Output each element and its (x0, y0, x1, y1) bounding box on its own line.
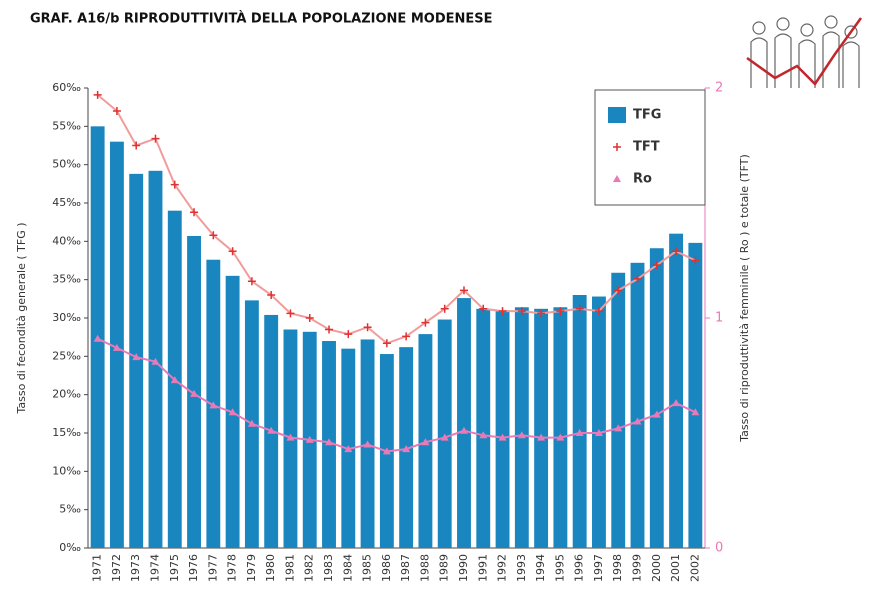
bar (129, 174, 143, 548)
x-tick-label: 1975 (168, 554, 181, 582)
x-tick-label: 1986 (380, 554, 393, 582)
y2-tick-label: 1 (715, 311, 723, 326)
bar (631, 263, 645, 548)
x-tick-label: 1999 (631, 554, 644, 582)
bar (669, 234, 683, 548)
x-tick-label: 2002 (688, 554, 701, 582)
x-tick-label: 1985 (361, 554, 374, 582)
x-tick-label: 1998 (611, 554, 624, 582)
x-tick-label: 1976 (187, 554, 200, 582)
legend-label: Ro (633, 172, 652, 187)
y2-tick-label: 2 (715, 81, 723, 96)
x-tick-label: 1990 (457, 554, 470, 582)
x-tick-label: 1971 (91, 554, 104, 582)
legend-swatch (608, 107, 626, 123)
bar (534, 309, 548, 548)
y-tick-label: 55‰ (52, 119, 81, 132)
bar (515, 307, 529, 548)
x-tick-label: 1987 (399, 554, 412, 582)
y-tick-label: 25‰ (52, 349, 81, 362)
x-tick-label: 1972 (110, 554, 123, 582)
y-tick-label: 10‰ (52, 464, 81, 477)
legend-label: TFG (633, 108, 661, 123)
x-tick-label: 1988 (418, 554, 431, 582)
y-tick-label: 45‰ (52, 196, 81, 209)
x-tick-label: 1989 (438, 554, 451, 582)
x-tick-label: 1974 (148, 554, 161, 582)
x-tick-label: 1973 (129, 554, 142, 582)
y-tick-label: 5‰ (59, 503, 81, 516)
y-tick-label: 40‰ (52, 234, 81, 247)
y-tick-label: 60‰ (52, 81, 81, 94)
x-tick-label: 1977 (206, 554, 219, 582)
logo-icon (745, 8, 863, 96)
y-tick-label: 50‰ (52, 158, 81, 171)
x-tick-label: 1997 (592, 554, 605, 582)
y-tick-label: 30‰ (52, 311, 81, 324)
y-axis-title: Tasso di fecondità generale ( TFG ) (15, 222, 28, 414)
x-tick-label: 2001 (669, 554, 682, 582)
y-tick-label: 15‰ (52, 426, 81, 439)
x-tick-label: 1982 (303, 554, 316, 582)
point (132, 142, 140, 150)
point (151, 135, 159, 143)
bar (553, 307, 567, 548)
x-tick-label: 1996 (573, 554, 586, 582)
bar (476, 309, 490, 548)
x-tick-label: 1978 (226, 554, 239, 582)
x-tick-label: 1994 (534, 554, 547, 582)
x-tick-label: 1980 (264, 554, 277, 582)
x-tick-label: 1991 (476, 554, 489, 582)
bar (688, 243, 702, 548)
chart: GRAF. A16/b RIPRODUTTIVITÀ DELLA POPOLAZ… (0, 0, 873, 597)
bar (592, 297, 606, 548)
x-tick-label: 1984 (341, 554, 354, 582)
x-tick-label: 1995 (553, 554, 566, 582)
y2-tick-label: 0 (715, 541, 723, 556)
x-tick-label: 1981 (283, 554, 296, 582)
bar (573, 295, 587, 548)
x-tick-label: 2000 (650, 554, 663, 582)
y2-axis-title: Tasso di riproduttività femminile ( Ro )… (738, 154, 751, 442)
x-tick-label: 1993 (515, 554, 528, 582)
bar (650, 248, 664, 548)
point (344, 330, 352, 338)
y-tick-label: 0‰ (59, 541, 81, 554)
x-tick-label: 1983 (322, 554, 335, 582)
x-tick-label: 1979 (245, 554, 258, 582)
y-tick-label: 20‰ (52, 388, 81, 401)
y-tick-label: 35‰ (52, 273, 81, 286)
legend-label: TFT (633, 140, 660, 155)
chart-title: GRAF. A16/b RIPRODUTTIVITÀ DELLA POPOLAZ… (30, 11, 493, 27)
x-tick-label: 1992 (496, 554, 509, 582)
bar (496, 310, 510, 548)
bar (457, 298, 471, 548)
bar (611, 273, 625, 548)
